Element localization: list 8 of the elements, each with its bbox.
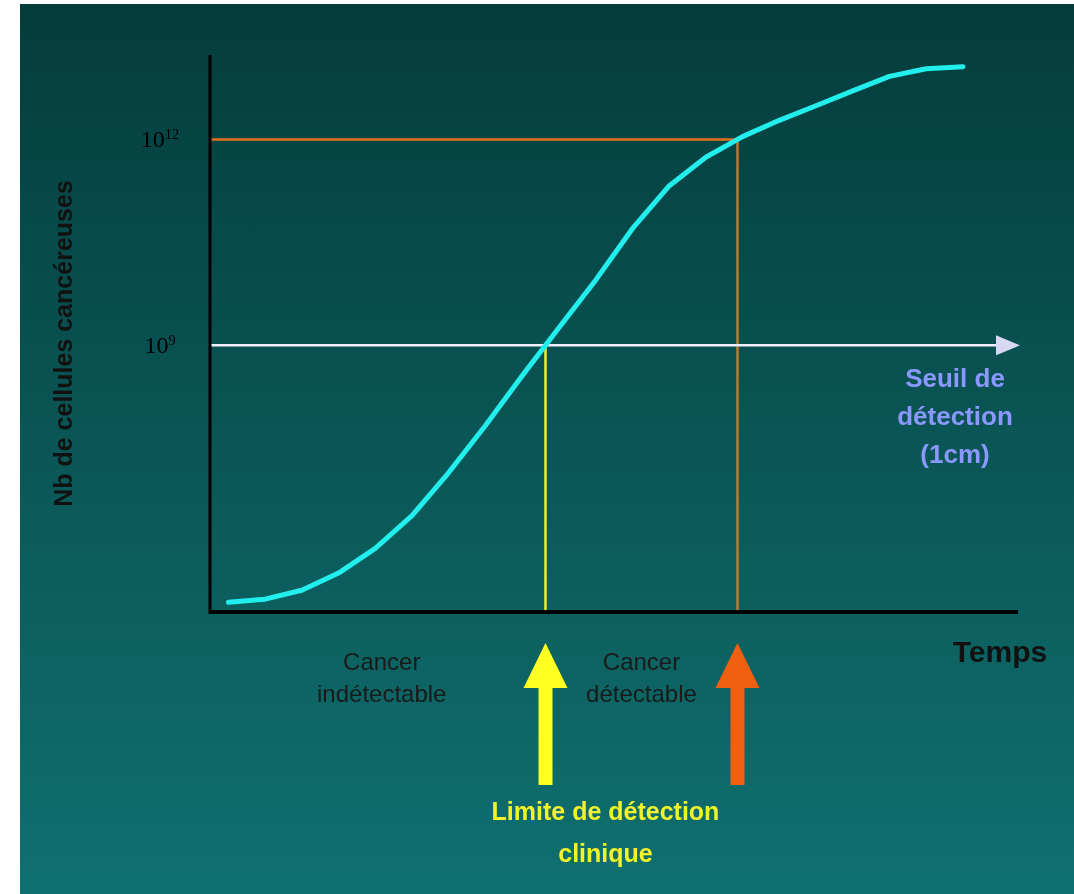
text: Cancer indétectable bbox=[317, 648, 447, 707]
text: Limite de détection clinique bbox=[491, 797, 720, 867]
x-axis-title: Temps bbox=[952, 635, 1048, 668]
text: Cancer détectable bbox=[586, 648, 697, 707]
y-tick-label: 10$^{12}$ bbox=[140, 126, 180, 153]
y-tick-label: 10$^{9}$ bbox=[144, 332, 176, 359]
y-axis-title: Nb de cellules cancéreuses bbox=[49, 180, 77, 507]
ref-line-label: Seuil de détection (1cm) bbox=[897, 363, 1013, 470]
